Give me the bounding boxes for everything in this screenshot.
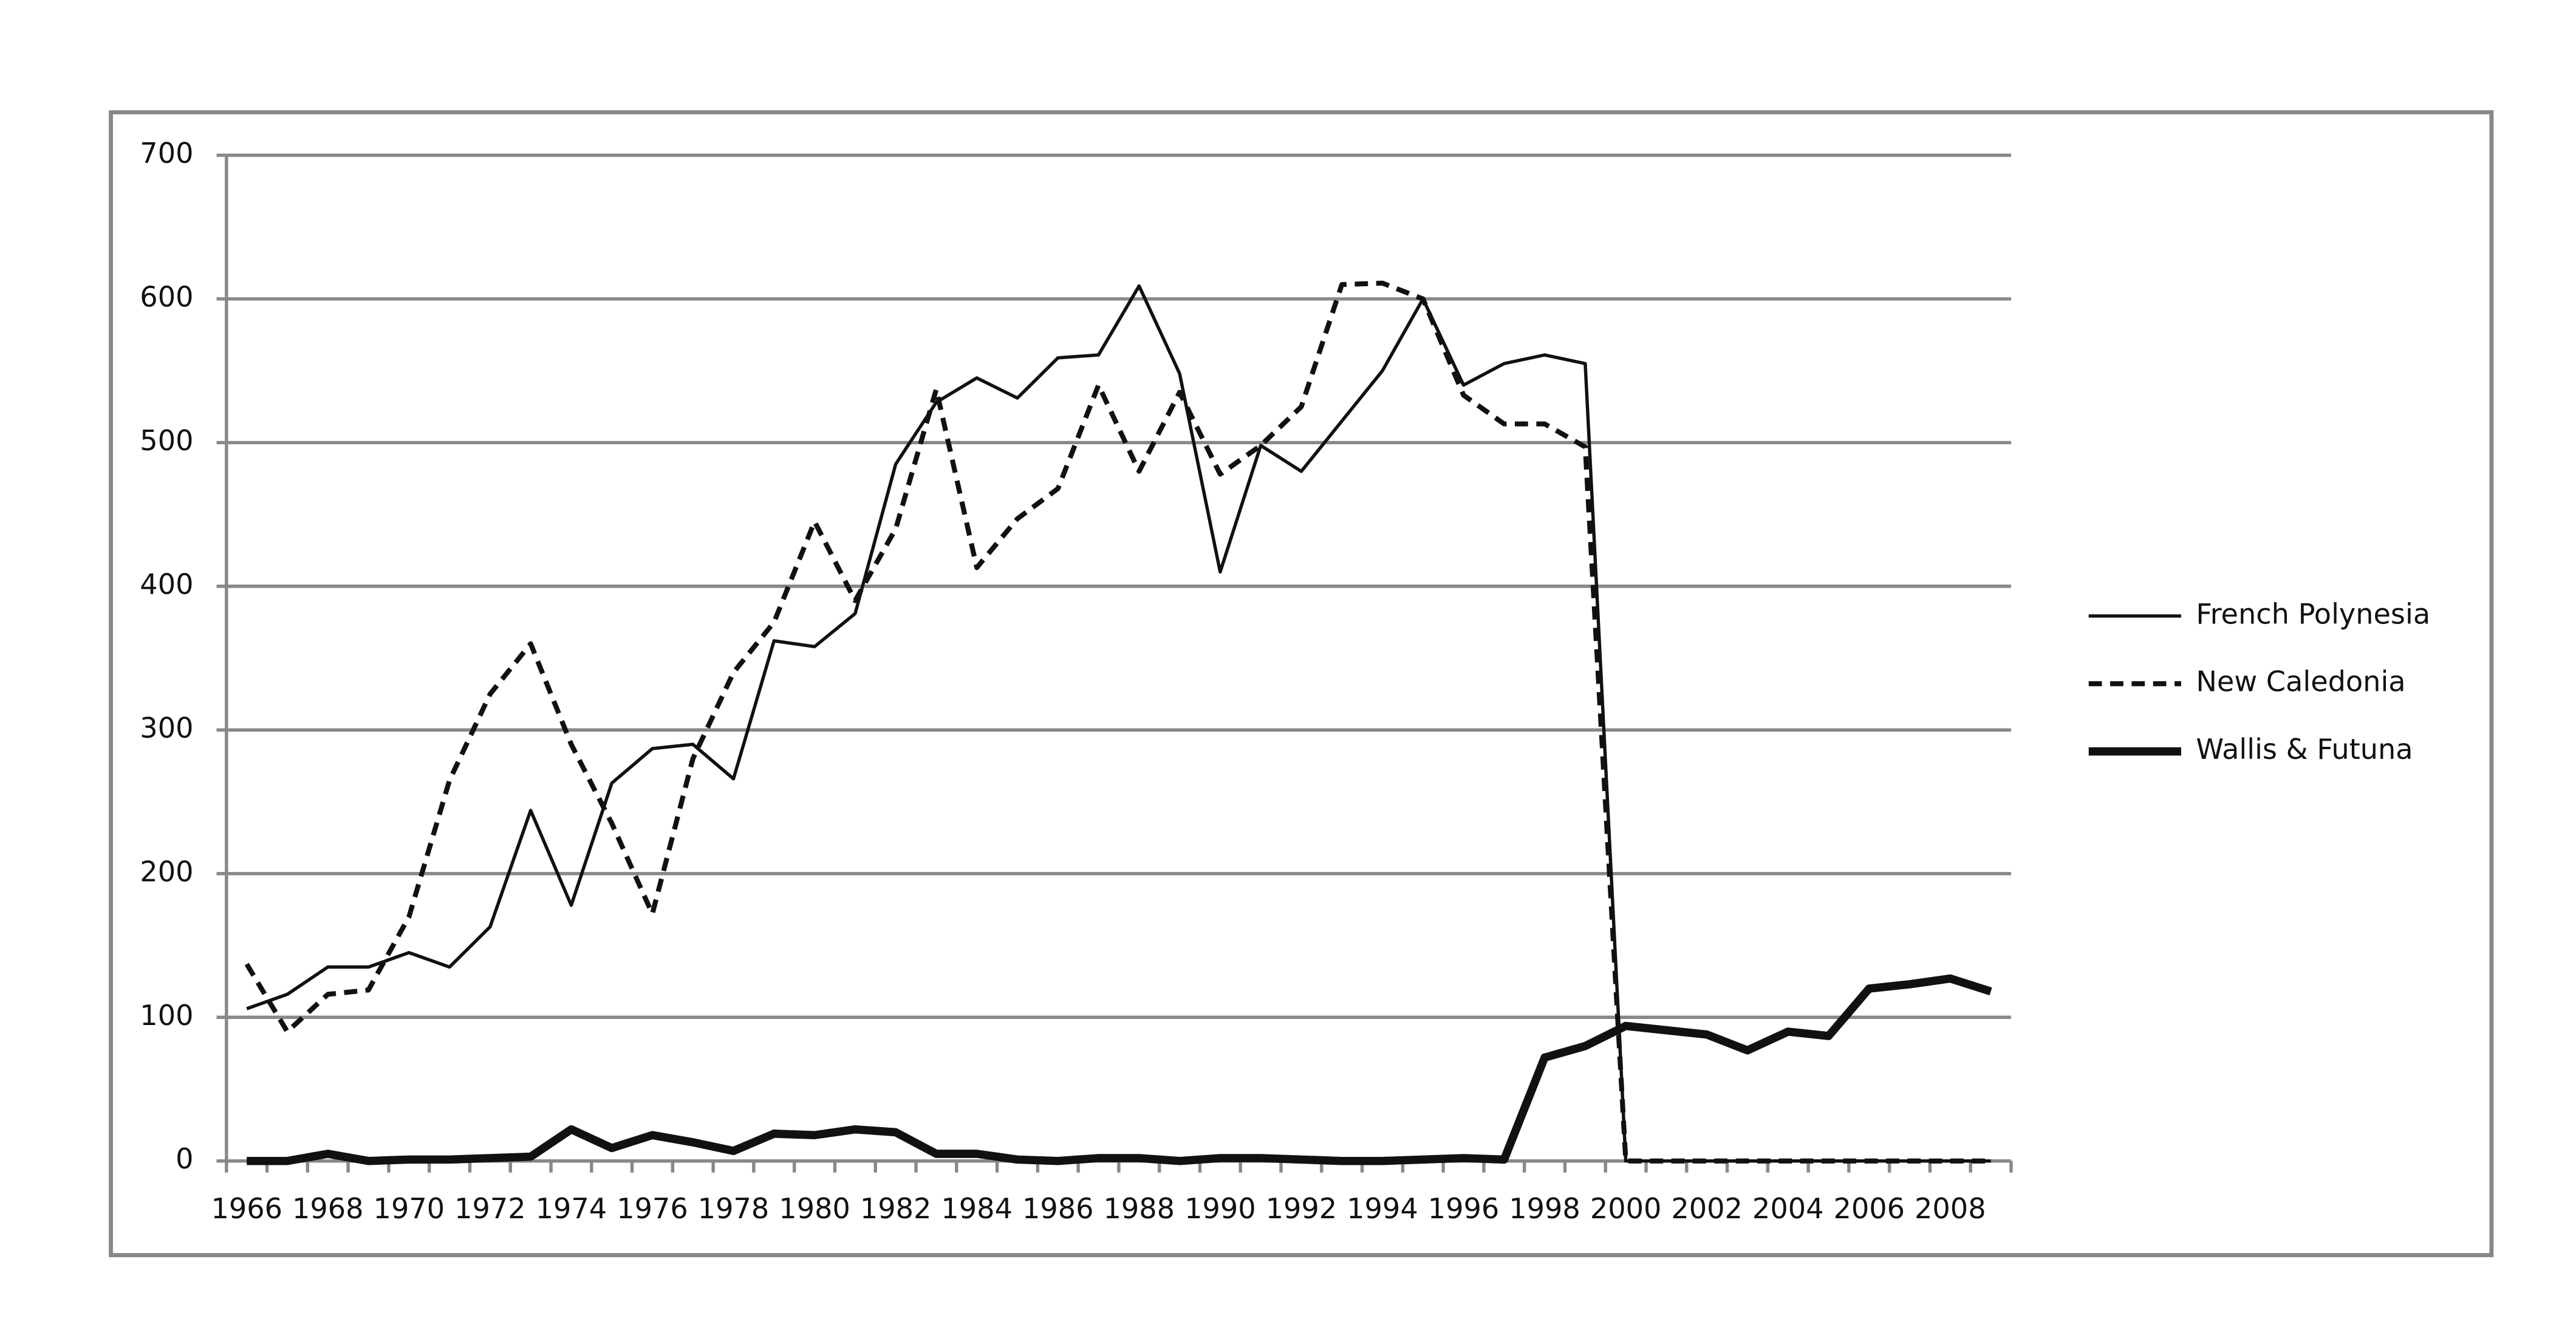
x-tick-label: 2008 (1915, 1192, 1986, 1225)
y-tick-label: 200 (140, 855, 193, 888)
x-tick-label: 1986 (1022, 1192, 1094, 1225)
x-tick-label: 1966 (211, 1192, 282, 1225)
series-line (244, 280, 1991, 1164)
legend-label: French Polynesia (2196, 597, 2430, 630)
x-tick-label: 1976 (617, 1192, 688, 1225)
x-tick-label: 2006 (1833, 1192, 1905, 1225)
x-tick-label: 2000 (1590, 1192, 1662, 1225)
x-tick-label: 1978 (698, 1192, 770, 1225)
legend-label: New Caledonia (2196, 665, 2405, 698)
x-tick-label: 1984 (941, 1192, 1013, 1225)
x-tick-label: 1996 (1428, 1192, 1500, 1225)
y-tick-label: 300 (140, 712, 193, 744)
y-tick-label: 700 (140, 137, 193, 170)
x-tick-label: 1970 (374, 1192, 445, 1225)
x-tick-label: 1988 (1104, 1192, 1175, 1225)
series-line (247, 974, 1992, 1165)
x-tick-label: 1982 (860, 1192, 932, 1225)
x-tick-label: 1980 (779, 1192, 850, 1225)
y-tick-label: 500 (140, 424, 193, 457)
x-tick-label: 1968 (292, 1192, 364, 1225)
x-tick-label: 1972 (454, 1192, 526, 1225)
legend-label: Wallis & Futuna (2196, 733, 2413, 766)
y-tick-label: 400 (140, 568, 193, 600)
x-tick-label: 2002 (1671, 1192, 1743, 1225)
x-tick-label: 1998 (1509, 1192, 1580, 1225)
x-tick-label: 2004 (1752, 1192, 1824, 1225)
y-tick-label: 100 (140, 999, 193, 1032)
x-tick-label: 1992 (1266, 1192, 1338, 1225)
y-tick-label: 0 (176, 1142, 193, 1175)
x-tick-label: 1990 (1184, 1192, 1256, 1225)
x-tick-label: 1994 (1347, 1192, 1418, 1225)
y-tick-label: 600 (140, 280, 193, 313)
x-tick-label: 1974 (536, 1192, 607, 1225)
